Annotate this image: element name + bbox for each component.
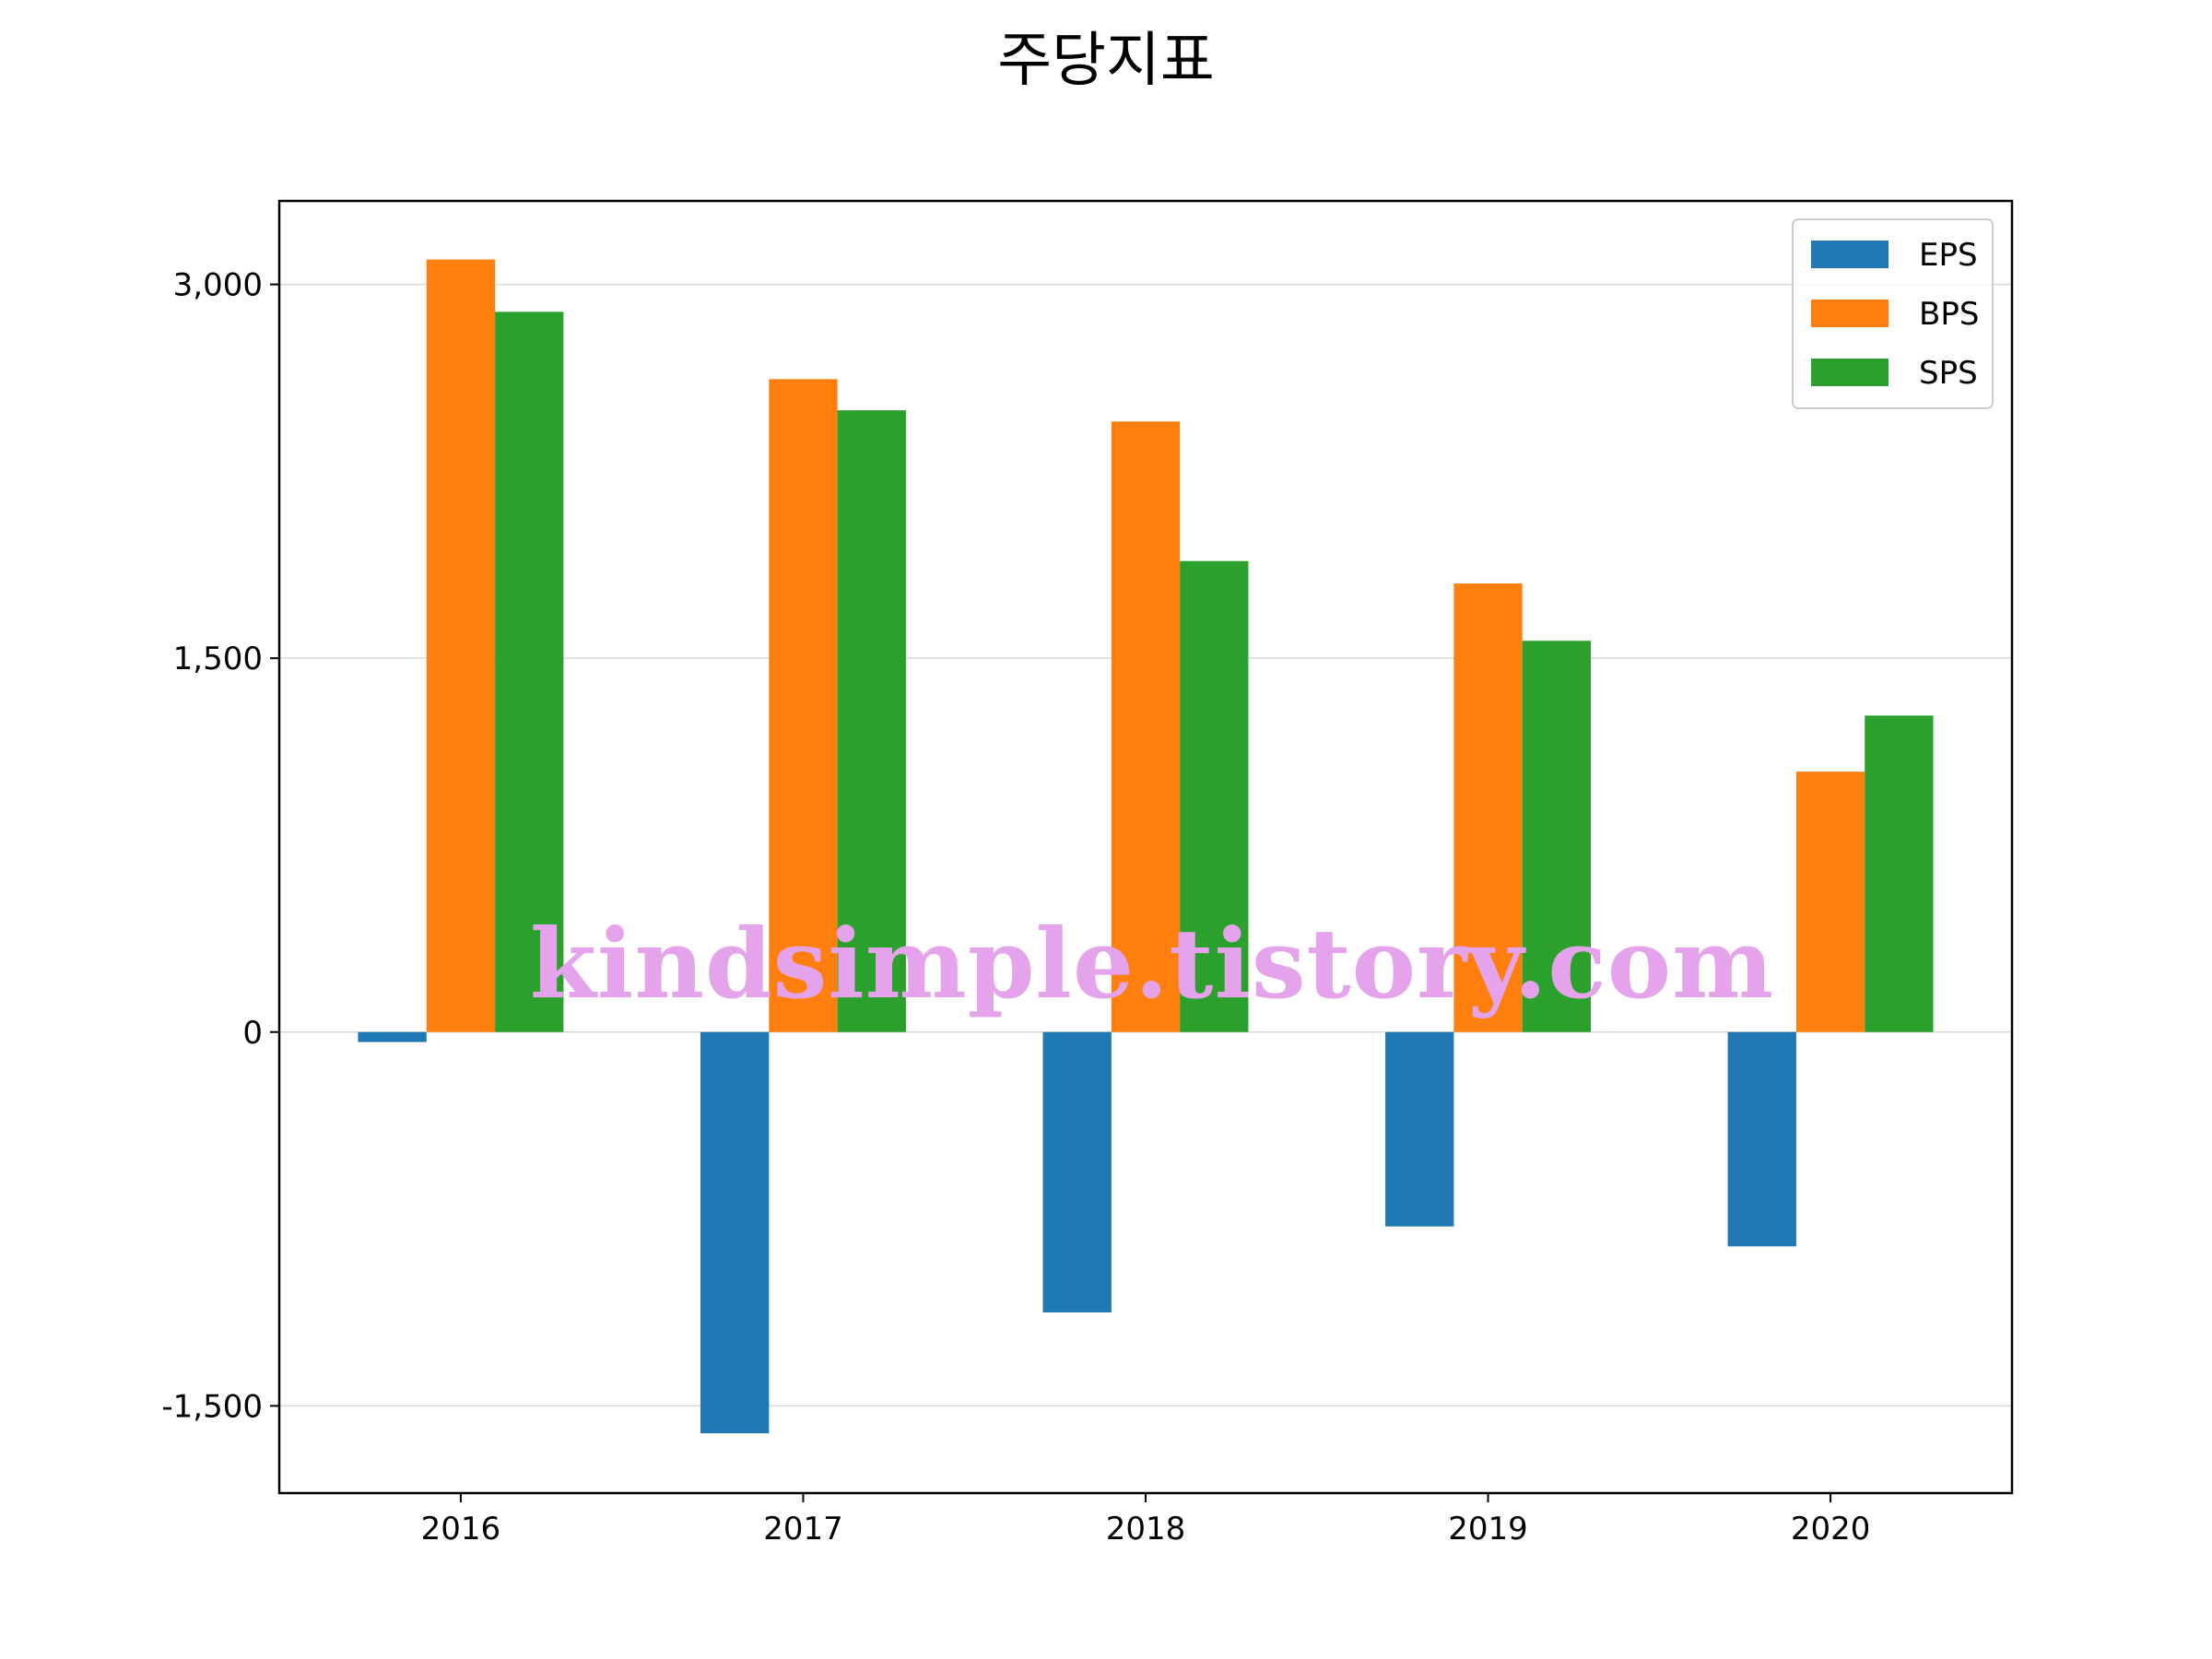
legend-label-eps: EPS: [1919, 237, 1978, 274]
bar-sps-2020: [1865, 715, 1934, 1032]
bar-sps-2019: [1522, 641, 1592, 1032]
x-tick-label: 2018: [1106, 1511, 1186, 1547]
bar-eps-2017: [700, 1031, 770, 1434]
legend-swatch-eps: [1811, 241, 1888, 268]
y-tick-label: -1,500: [161, 1388, 263, 1425]
bar-eps-2018: [1042, 1031, 1112, 1312]
y-tick-label: 3,000: [173, 267, 263, 304]
y-axis: -1,500 0 1,500 3,000: [161, 267, 279, 1425]
bars: [358, 259, 1934, 1434]
bar-eps-2016: [358, 1031, 427, 1042]
legend-swatch-sps: [1811, 359, 1888, 386]
x-tick-label: 2020: [1791, 1511, 1871, 1547]
x-axis: 2016 2017 2018 2019 2020: [421, 1493, 1871, 1547]
y-tick-label: 1,500: [173, 641, 263, 677]
bar-bps-2017: [769, 379, 838, 1032]
x-tick-label: 2019: [1448, 1511, 1528, 1547]
y-tick-label: 0: [242, 1015, 263, 1052]
legend-swatch-bps: [1811, 300, 1888, 327]
bar-bps-2018: [1111, 421, 1181, 1032]
bar-eps-2019: [1385, 1031, 1454, 1227]
legend-label-sps: SPS: [1919, 355, 1978, 392]
bar-bps-2019: [1453, 583, 1523, 1032]
bar-sps-2016: [495, 312, 564, 1032]
bar-bps-2016: [426, 259, 496, 1032]
chart-title: 주당지표: [997, 27, 1215, 95]
watermark: kindsimple.tistory.com: [530, 907, 1774, 1020]
x-tick-label: 2017: [763, 1511, 843, 1547]
legend: EPS BPS SPS: [1792, 218, 1994, 409]
bar-eps-2020: [1727, 1031, 1796, 1247]
legend-label-bps: BPS: [1919, 296, 1979, 333]
x-tick-label: 2016: [421, 1511, 501, 1547]
bar-sps-2017: [837, 410, 906, 1032]
bar-bps-2020: [1795, 771, 1865, 1032]
bar-sps-2018: [1180, 560, 1249, 1032]
